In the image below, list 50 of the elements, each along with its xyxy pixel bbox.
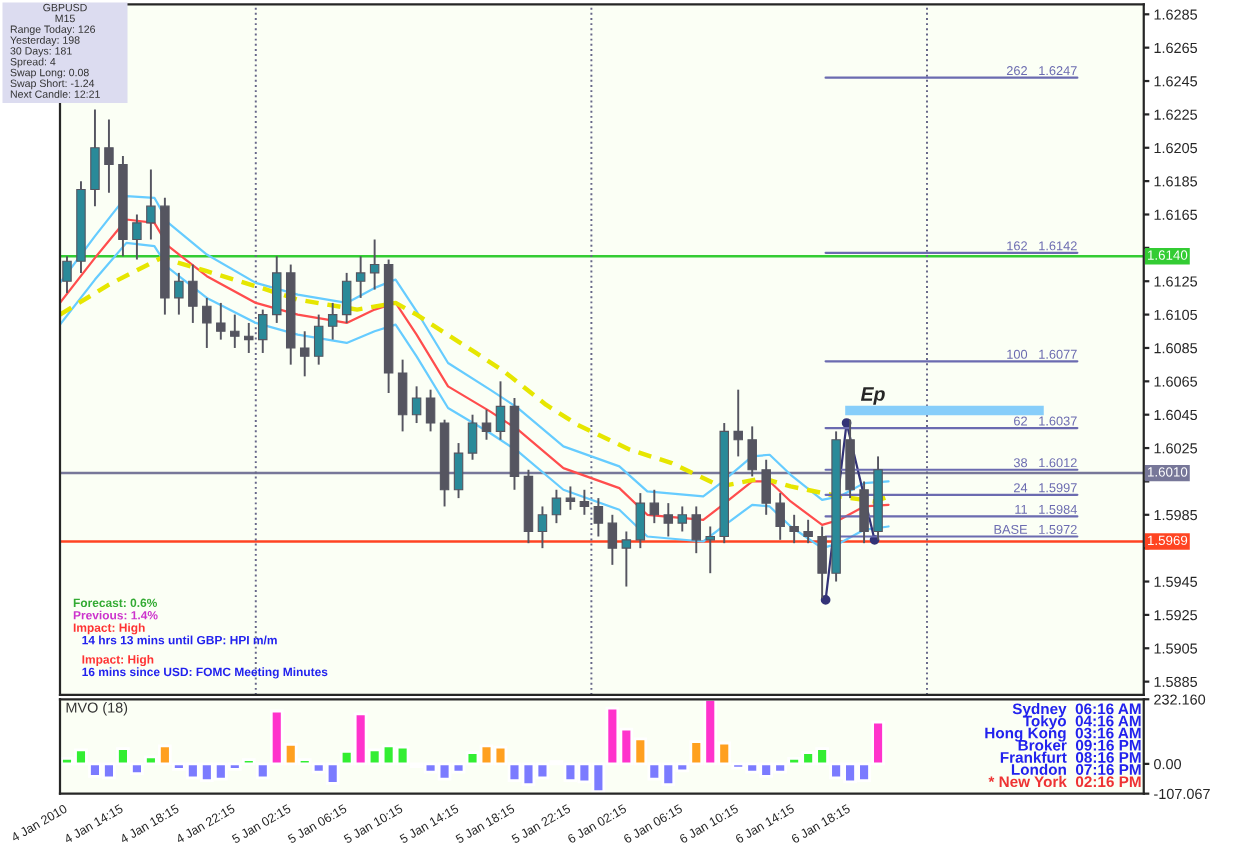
candlestick bbox=[817, 525, 827, 600]
candlestick bbox=[495, 380, 506, 441]
candlestick bbox=[90, 108, 100, 208]
candlestick bbox=[62, 255, 72, 294]
candlestick bbox=[271, 255, 282, 324]
candlestick bbox=[803, 518, 813, 545]
candlestick bbox=[593, 497, 604, 538]
candlestick bbox=[341, 271, 352, 324]
candlestick bbox=[565, 485, 576, 511]
candlestick bbox=[467, 413, 478, 461]
candlestick bbox=[174, 271, 184, 316]
candlestick bbox=[691, 505, 702, 555]
line-series bbox=[60, 255, 891, 504]
candlestick bbox=[299, 330, 310, 378]
candlestick bbox=[859, 480, 869, 545]
candlestick bbox=[244, 321, 254, 354]
candlestick bbox=[635, 492, 646, 550]
candlestick bbox=[104, 118, 114, 194]
candlestick bbox=[425, 388, 436, 433]
candlestick bbox=[313, 313, 324, 366]
candlestick bbox=[579, 488, 590, 516]
candlestick bbox=[369, 238, 380, 291]
candlestick bbox=[747, 425, 757, 478]
candlestick bbox=[649, 488, 660, 525]
candlestick bbox=[537, 505, 548, 550]
candlestick bbox=[188, 263, 198, 324]
candlestick bbox=[663, 502, 674, 538]
point bbox=[820, 595, 831, 605]
candlestick bbox=[202, 296, 212, 349]
candlestick bbox=[327, 301, 338, 341]
candlestick bbox=[132, 213, 142, 261]
candlestick bbox=[481, 408, 492, 441]
candlestick bbox=[397, 358, 408, 433]
candlestick bbox=[705, 525, 716, 575]
candlestick bbox=[551, 488, 562, 525]
candlestick bbox=[775, 492, 785, 541]
candlestick bbox=[258, 308, 268, 354]
annotation: Ep bbox=[860, 387, 885, 405]
candlestick bbox=[230, 313, 240, 349]
candlestick bbox=[677, 505, 688, 533]
candlestick bbox=[453, 442, 464, 500]
candlestick bbox=[607, 513, 618, 566]
candlestick bbox=[216, 301, 226, 341]
candlestick bbox=[761, 458, 771, 516]
candlestick bbox=[146, 168, 156, 241]
candlestick bbox=[411, 385, 422, 425]
candlestick bbox=[621, 530, 632, 588]
candlestick bbox=[733, 388, 743, 458]
candlestick bbox=[355, 255, 366, 299]
candlestick bbox=[789, 513, 799, 545]
